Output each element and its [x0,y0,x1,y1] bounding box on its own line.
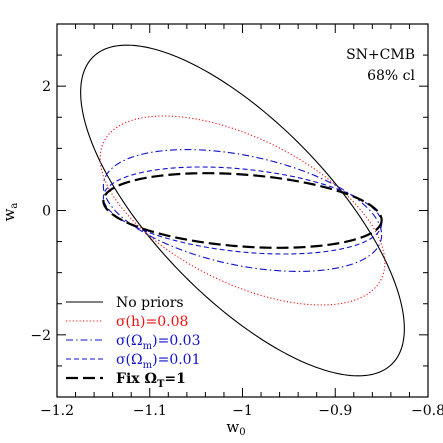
x-axis-label: w0 [226,418,245,438]
contour-2 [102,149,383,272]
contour-4 [102,172,383,249]
y-tick-label: 2 [42,79,51,95]
annotation-line-1: SN+CMB [346,47,415,63]
y-axis-label: wa [0,203,20,222]
contour-0 [80,44,405,377]
x-tick-label: −1.2 [40,403,74,419]
axis-ticks [56,23,429,398]
legend-label-1: σ(h)=0.08 [116,314,188,330]
legend-label-2: σ(Ωm)=0.03 [116,333,201,352]
y-tick-label: 0 [42,204,51,220]
annotation-line-2: 68% cl [367,68,415,84]
contour-3 [102,166,383,255]
x-tick-label: −0.8 [411,403,443,419]
y-tick-label: −2 [30,328,51,344]
legend-label-4: Fix ΩT=1 [116,371,186,390]
legend: No priors σ(h)=0.08 σ(Ωm)=0.03σ(Ωm)=0.01Fi… [66,295,201,390]
x-tick-label: −1 [232,403,253,419]
contour-1 [99,115,386,306]
x-tick-label: −1.1 [133,403,167,419]
x-tick-label: −0.9 [318,403,352,419]
legend-label-3: σ(Ωm)=0.01 [116,352,201,371]
legend-label-0: No priors [116,295,184,311]
contour-ellipses [80,44,405,377]
axis-tick-labels: −1.2 −1.1 −1 −0.9 −0.8 −2 0 2 [30,79,443,419]
